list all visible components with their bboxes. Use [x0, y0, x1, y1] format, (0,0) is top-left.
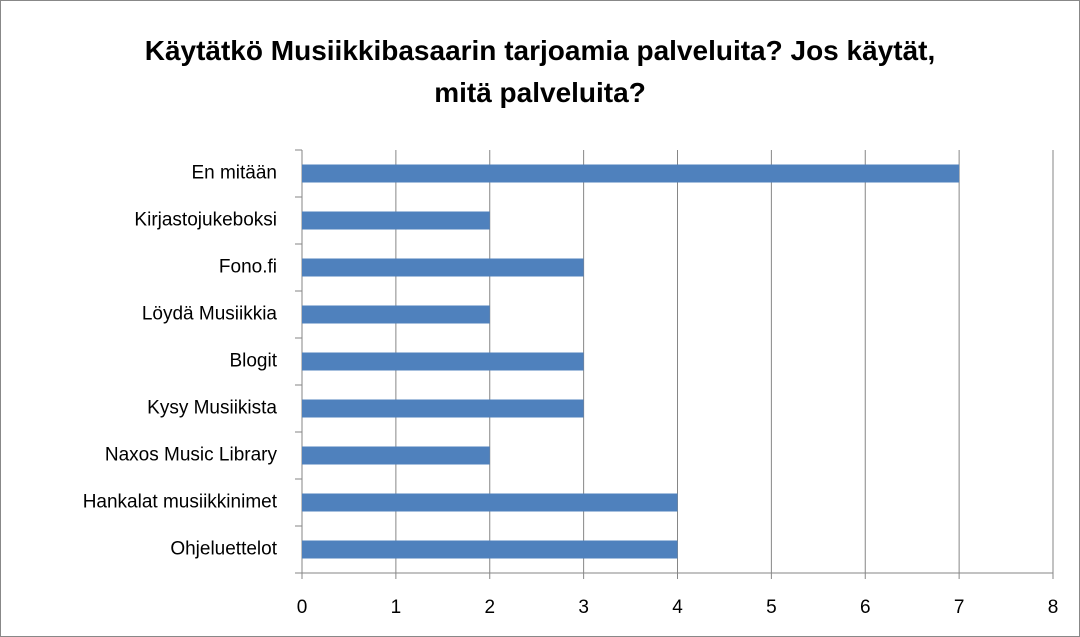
y-tick-label: Kirjastojukeboksi — [134, 210, 277, 231]
x-tick-label: 3 — [578, 597, 589, 618]
bar — [302, 446, 490, 465]
x-tick-label: 2 — [484, 597, 495, 618]
x-tick-label: 0 — [297, 597, 308, 618]
bar — [302, 164, 960, 183]
x-tick-label: 6 — [860, 597, 871, 618]
bar — [302, 540, 678, 559]
y-tick-label: Blogit — [229, 351, 277, 372]
y-tick-label: En mitään — [191, 163, 277, 184]
y-tick-label: Ohjeluettelot — [170, 539, 277, 560]
bar — [302, 211, 490, 230]
bar — [302, 399, 584, 418]
bar — [302, 493, 678, 512]
bar — [302, 258, 584, 277]
x-tick-label: 7 — [954, 597, 965, 618]
x-tick-label: 5 — [766, 597, 777, 618]
chart-title: Käytätkö Musiikkibasaarin tarjoamia palv… — [144, 35, 936, 108]
x-tick-label: 8 — [1048, 597, 1059, 618]
y-tick-label: Fono.fi — [219, 257, 277, 278]
y-tick-label: Löydä Musiikkia — [142, 304, 278, 325]
x-tick-label: 4 — [672, 597, 683, 618]
bar — [302, 352, 584, 371]
y-tick-label: Hankalat musiikkinimet — [83, 492, 278, 513]
y-tick-label: Naxos Music Library — [105, 445, 278, 466]
x-tick-label: 1 — [391, 597, 402, 618]
y-tick-label: Kysy Musiikista — [147, 398, 277, 419]
bar — [302, 305, 490, 324]
